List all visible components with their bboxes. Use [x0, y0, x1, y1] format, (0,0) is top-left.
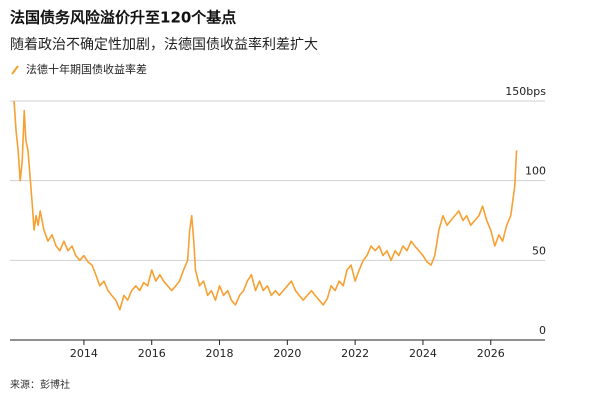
source: 来源：彭博社	[10, 378, 70, 391]
y-tick-label: 0	[539, 324, 546, 337]
chart-title: 法国债务风险溢价升至120个基点	[10, 9, 236, 27]
x-tick-label: 2022	[341, 347, 369, 360]
x-tick-label: 2016	[138, 347, 166, 360]
x-tick-label: 2024	[409, 347, 437, 360]
x-tick-label: 2014	[70, 347, 98, 360]
legend-swatch	[11, 65, 19, 75]
x-tick-label: 2018	[206, 347, 234, 360]
chart-subtitle: 随着政治不确定性加剧，法德国债收益率利差扩大	[10, 36, 318, 53]
legend-label: 法德十年期国债收益率差	[26, 62, 147, 76]
y-tick-label: 50	[532, 244, 546, 257]
y-tick-label: 100	[525, 165, 546, 178]
x-tick-label: 2020	[273, 347, 301, 360]
series-line	[13, 100, 518, 311]
y-tick-label: 150bps	[505, 85, 546, 98]
x-tick-label: 2026	[477, 347, 505, 360]
